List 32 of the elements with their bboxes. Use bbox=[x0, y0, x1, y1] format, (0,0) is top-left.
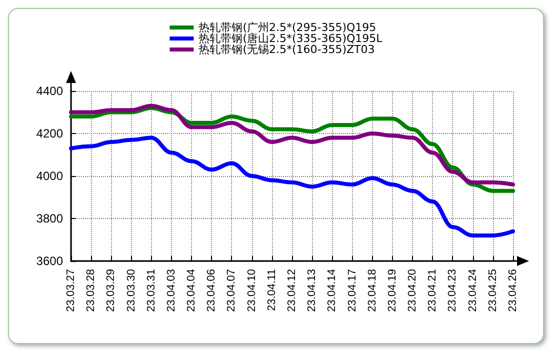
x-tick-label: 23.04.07 bbox=[226, 269, 238, 312]
x-tick-label: 23.04.03 bbox=[165, 269, 178, 312]
x-tick-label: 23.03.27 bbox=[65, 269, 77, 312]
y-tick-label: 4000 bbox=[36, 169, 64, 183]
x-tick-label: 23.04.04 bbox=[186, 269, 198, 312]
x-tick-label: 23.04.06 bbox=[206, 269, 218, 312]
x-tick-label: 23.04.10 bbox=[246, 269, 258, 312]
legend-label: 热轧带钢(广州2.5*(295-355)Q195 bbox=[198, 21, 376, 34]
x-tick-label: 23.03.31 bbox=[145, 269, 158, 312]
x-tick-label: 23.04.14 bbox=[326, 269, 338, 312]
y-tick-label: 3800 bbox=[36, 212, 64, 226]
line-series bbox=[69, 136, 515, 238]
legend-label: 热轧带钢(唐山2.5*(335-365)Q195L bbox=[198, 32, 384, 45]
x-tick-label: 23.03.30 bbox=[125, 269, 138, 312]
x-tick-label: 23.04.20 bbox=[406, 269, 419, 312]
x-tick-label: 23.04.12 bbox=[286, 269, 298, 312]
y-tick-label: 3600 bbox=[36, 254, 64, 268]
y-tick-label: 4200 bbox=[36, 126, 64, 140]
x-tick-label: 23.04.18 bbox=[366, 269, 378, 312]
x-tick-label: 23.04.24 bbox=[466, 269, 479, 312]
x-tick-label: 23.04.25 bbox=[486, 269, 499, 312]
x-tick-label: 23.03.28 bbox=[85, 269, 98, 312]
x-tick-label: 23.04.23 bbox=[446, 269, 459, 312]
legend-label: 热轧带钢(无锡2.5*(160-355)ZT03 bbox=[198, 43, 375, 56]
x-tick-label: 23.04.26 bbox=[507, 269, 519, 312]
x-tick-label: 23.04.19 bbox=[386, 269, 398, 312]
x-tick-label: 23.03.29 bbox=[105, 269, 118, 312]
x-tick-label: 23.04.21 bbox=[426, 269, 439, 312]
y-tick-label: 4400 bbox=[36, 84, 64, 98]
x-tick-label: 23.04.13 bbox=[306, 269, 318, 312]
x-tick-label: 23.04.11 bbox=[266, 269, 278, 312]
x-tick-label: 23.04.17 bbox=[346, 269, 358, 312]
